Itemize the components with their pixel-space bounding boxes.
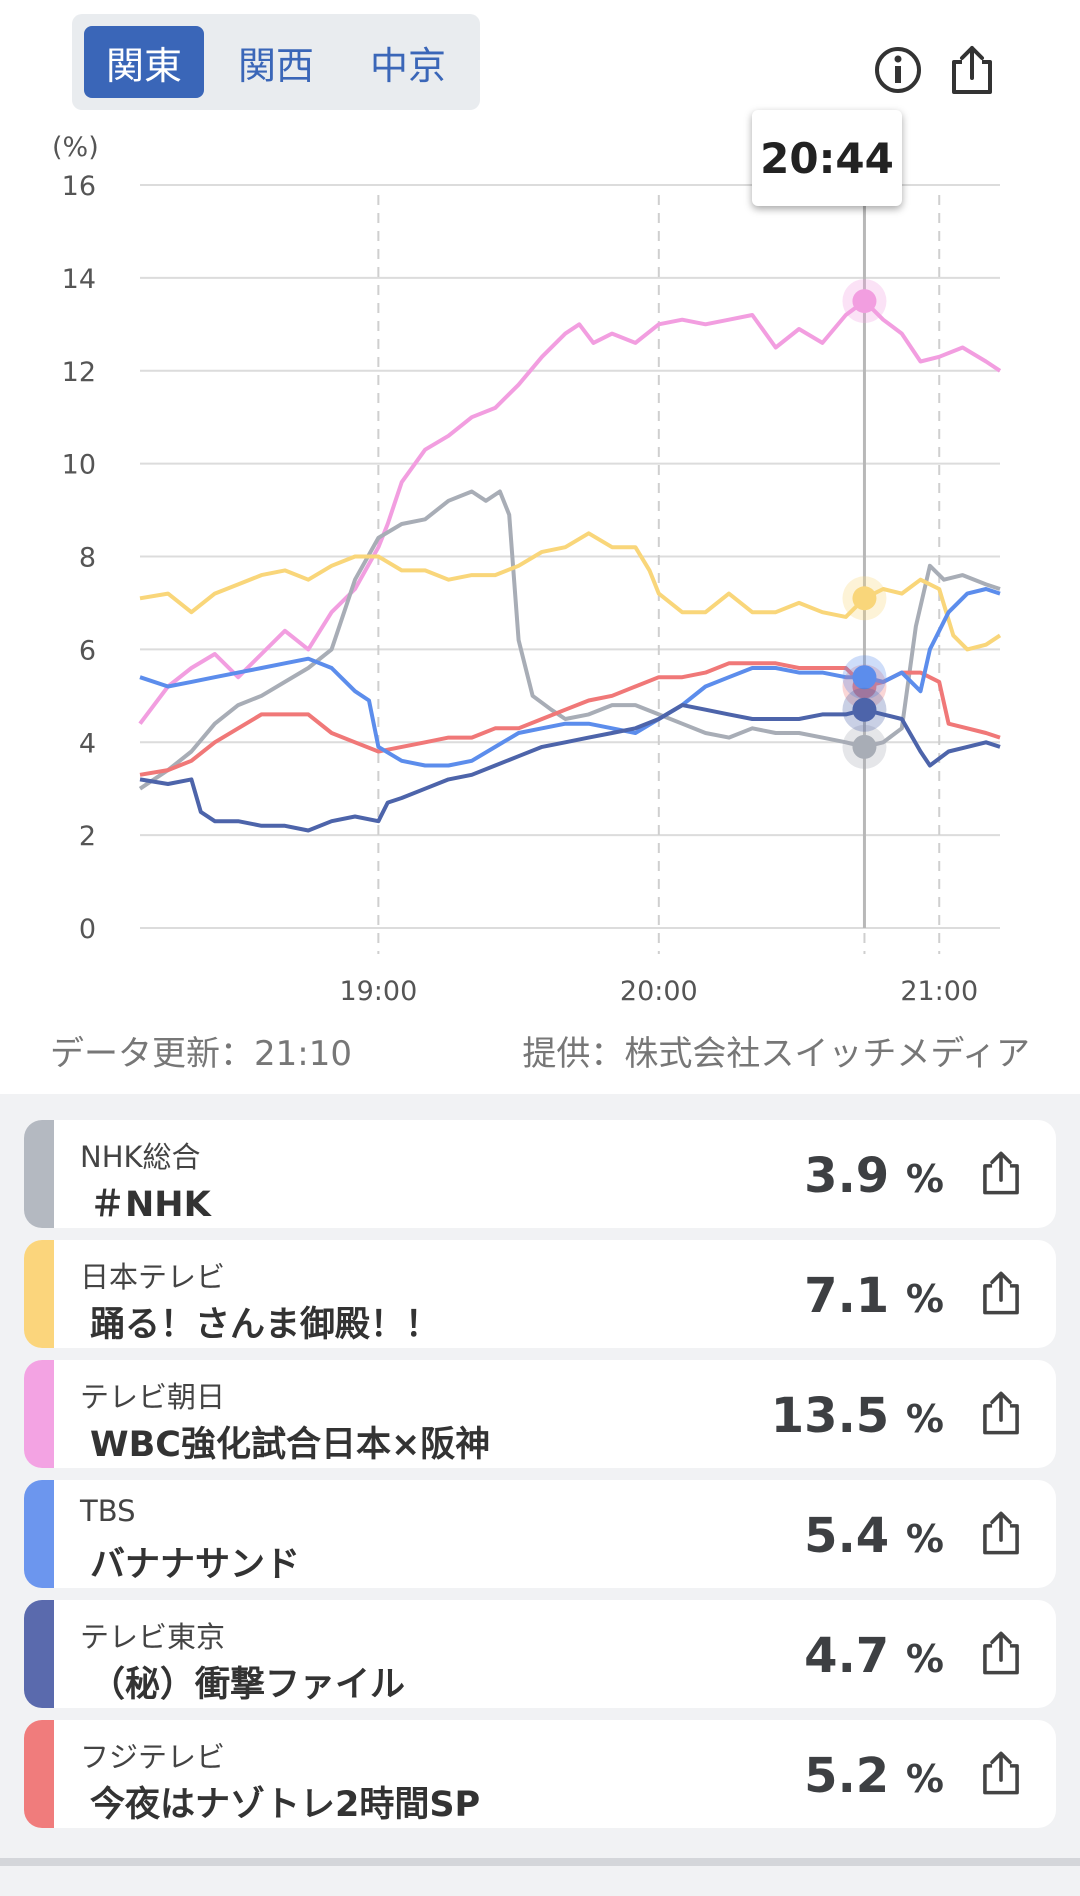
y-axis-unit: (%) (52, 132, 99, 163)
share-icon[interactable] (976, 1148, 1026, 1198)
y-tick-label: 12 (62, 357, 96, 388)
share-icon[interactable] (976, 1508, 1026, 1558)
channel-row[interactable]: テレビ朝日 WBC強化試合日本×阪神 13.5 % (24, 1360, 1056, 1468)
share-icon[interactable] (976, 1268, 1026, 1318)
x-tick-label: 20:00 (620, 976, 698, 1007)
x-tick-label: 21:00 (900, 976, 978, 1007)
y-tick-label: 10 (62, 450, 96, 481)
channel-color-bar (24, 1240, 54, 1348)
series-line-4 (139, 587, 1001, 768)
program-title: ＃NHK (90, 1185, 211, 1225)
data-provider: 提供：株式会社スイッチメディア (522, 1034, 1030, 1074)
rating-value: 5.2 % (804, 1748, 944, 1804)
channel-row[interactable]: NHK総合 ＃NHK 3.9 % (24, 1120, 1056, 1228)
station-name: フジテレビ (80, 1740, 226, 1774)
time-tooltip: 20:44 (752, 110, 902, 206)
series-marker-0 (852, 289, 877, 314)
rating-line-chart: 0 2 4 6 8 10 12 14 16 19:00 20:00 21:00 (%) (52, 132, 1002, 1007)
y-tick-label: 0 (79, 914, 96, 945)
y-tick-label: 6 (79, 635, 96, 666)
y-tick-label: 14 (62, 264, 96, 295)
info-icon[interactable] (870, 42, 926, 98)
series-marker-4 (852, 665, 877, 690)
data-updated: データ更新：21:10 (50, 1034, 352, 1074)
rating-value: 5.4 % (804, 1508, 944, 1564)
rating-value: 3.9 % (804, 1148, 944, 1204)
share-icon[interactable] (976, 1748, 1026, 1798)
station-name: テレビ朝日 (80, 1380, 226, 1414)
share-icon[interactable] (976, 1388, 1026, 1438)
y-tick-label: 16 (62, 171, 96, 202)
channel-row[interactable]: 日本テレビ 踊る！さんま御殿！！ 7.1 % (24, 1240, 1056, 1348)
region-tabs: 関東 関西 中京 (72, 14, 480, 110)
y-tick-label: 4 (79, 728, 96, 759)
share-icon[interactable] (944, 42, 1000, 98)
program-title: 踊る！さんま御殿！！ (90, 1305, 441, 1345)
series-marker-2 (852, 586, 877, 611)
program-title: （秘）衝撃ファイル (90, 1665, 406, 1705)
program-title: WBC強化試合日本×阪神 (90, 1425, 491, 1465)
station-name: NHK総合 (80, 1140, 201, 1174)
channel-row[interactable]: テレビ東京 （秘）衝撃ファイル 4.7 % (24, 1600, 1056, 1708)
station-name: 日本テレビ (80, 1260, 226, 1294)
series-marker-5 (852, 697, 877, 722)
rating-value: 4.7 % (804, 1628, 944, 1684)
rating-value: 13.5 % (770, 1388, 944, 1444)
y-tick-label: 8 (79, 543, 96, 574)
program-title: バナナサンド (90, 1545, 301, 1585)
channel-color-bar (24, 1480, 54, 1588)
channel-row[interactable]: フジテレビ 今夜はナゾトレ2時間SP 5.2 % (24, 1720, 1056, 1828)
program-title: 今夜はナゾトレ2時間SP (90, 1785, 481, 1825)
channel-row[interactable]: TBS バナナサンド 5.4 % (24, 1480, 1056, 1588)
channel-color-bar (24, 1360, 54, 1468)
channel-color-bar (24, 1120, 54, 1228)
y-tick-label: 2 (79, 821, 96, 852)
rating-value: 7.1 % (804, 1268, 944, 1324)
station-name: テレビ東京 (80, 1620, 226, 1654)
series-line-1 (138, 489, 1001, 791)
series-line-2 (139, 531, 1002, 652)
station-name: TBS (80, 1494, 136, 1528)
share-icon[interactable] (976, 1628, 1026, 1678)
tab-chukyo[interactable]: 中京 (369, 43, 446, 88)
bottom-divider (0, 1858, 1080, 1866)
x-tick-label: 19:00 (339, 976, 417, 1007)
series-marker-1 (852, 734, 877, 759)
channel-color-bar (24, 1720, 54, 1828)
tab-kansai[interactable]: 関西 (237, 43, 314, 88)
channel-list: NHK総合 ＃NHK 3.9 % 日本テレビ 踊る！さんま御殿！！ 7.1 % … (0, 1094, 1080, 1896)
channel-color-bar (24, 1600, 54, 1708)
series-line-5 (139, 703, 1001, 833)
tab-kanto[interactable]: 関東 (84, 26, 204, 98)
